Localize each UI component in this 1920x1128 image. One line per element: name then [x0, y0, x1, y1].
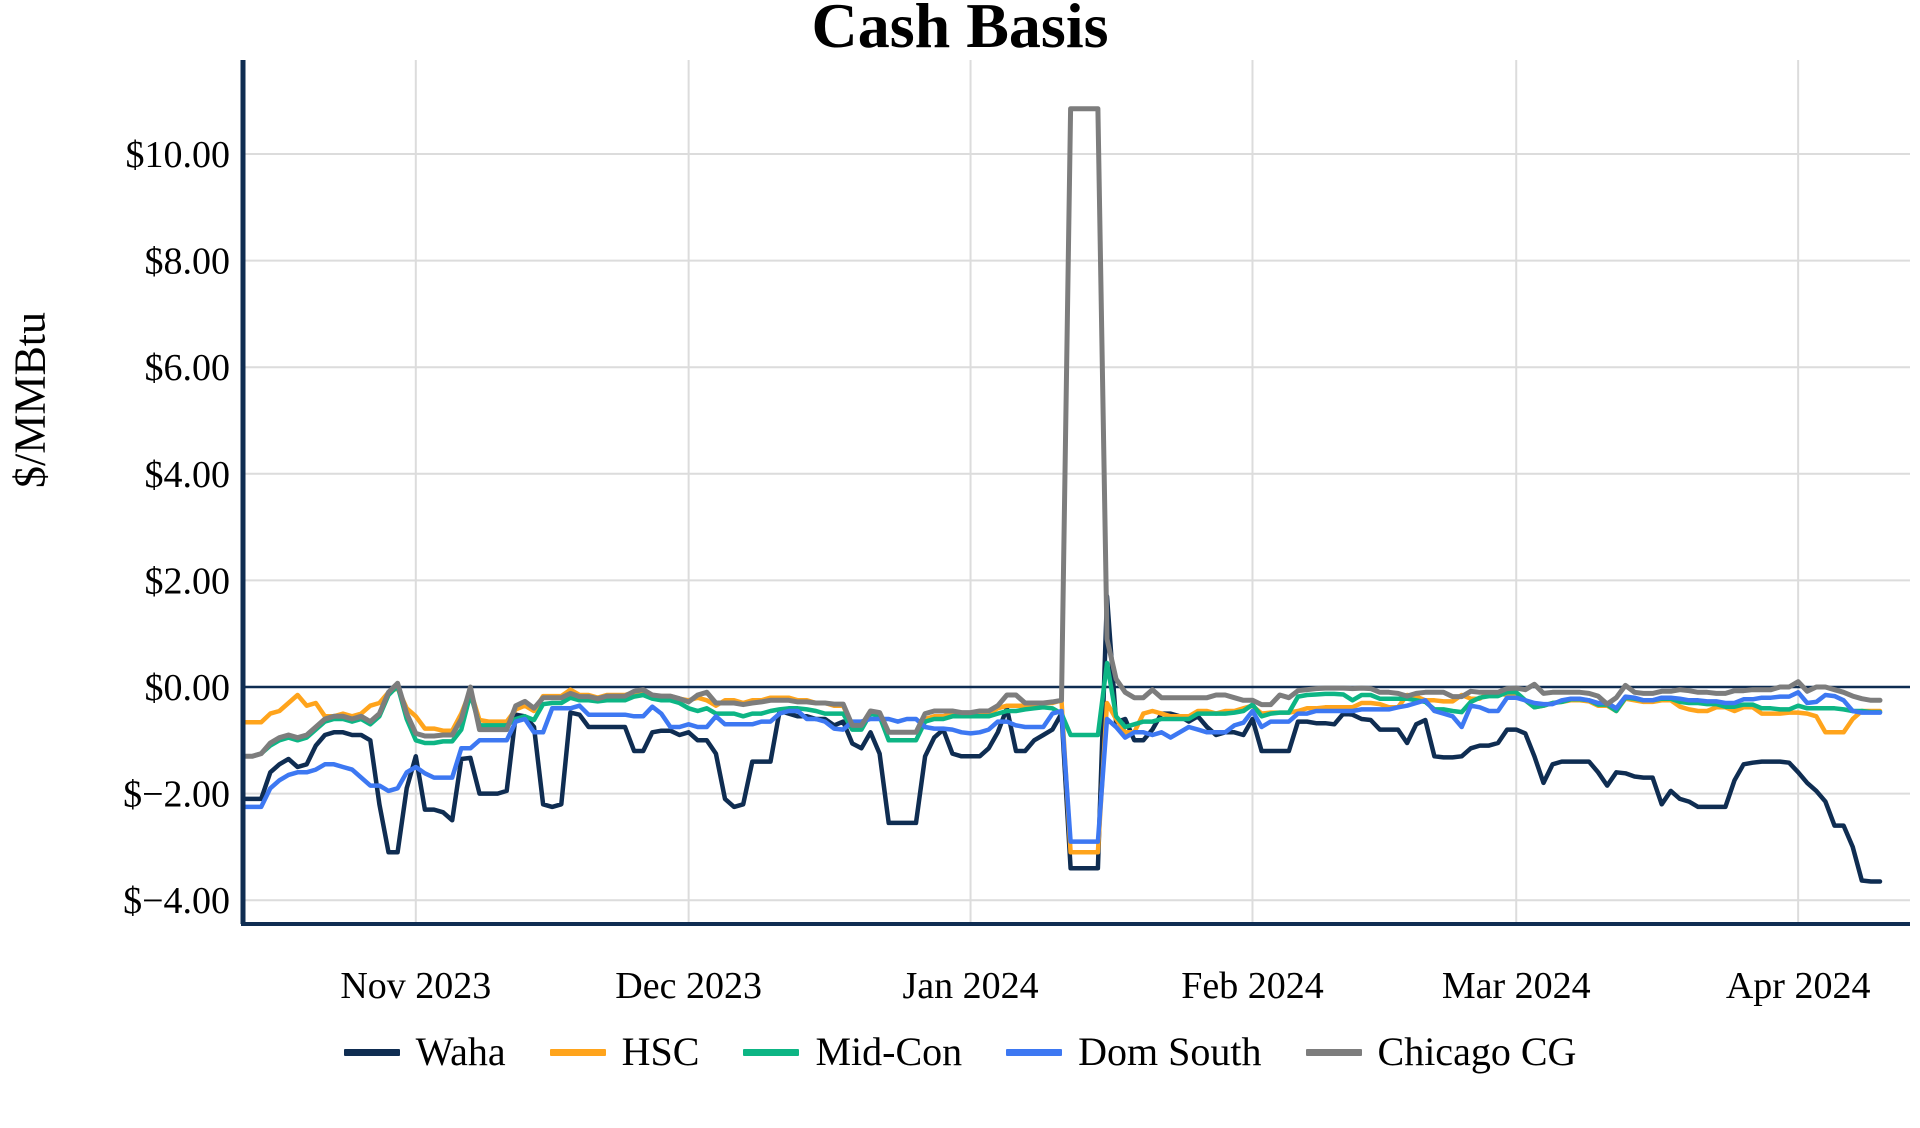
legend-item-hsc: HSC: [549, 1029, 700, 1074]
x-tick-label: Nov 2023: [340, 965, 491, 1007]
x-tick-label: Mar 2024: [1442, 965, 1591, 1007]
legend-label: Mid-Con: [815, 1029, 963, 1074]
legend-label: Waha: [415, 1029, 506, 1074]
y-tick-label: $8.00: [145, 241, 231, 283]
legend-item-dom-south: Dom South: [1006, 1029, 1262, 1074]
y-tick-label: $10.00: [126, 134, 231, 176]
series-chicago-cg: [240, 106, 1883, 759]
legend-swatch-icon: [1305, 1048, 1362, 1056]
series-dom-south: [240, 690, 1883, 844]
x-tick-label: Apr 2024: [1726, 965, 1871, 1007]
legend: Waha HSC Mid-Con Dom South Chicago CG: [0, 1032, 1920, 1072]
legend-item-chicago-cg: Chicago CG: [1305, 1029, 1577, 1074]
y-tick-label: $0.00: [145, 667, 231, 709]
chart-title: Cash Basis: [811, 0, 1109, 61]
legend-item-waha: Waha: [343, 1029, 506, 1074]
x-tick-label: Feb 2024: [1181, 965, 1324, 1007]
legend-label: Chicago CG: [1377, 1029, 1577, 1074]
y-tick-label: $−4.00: [123, 880, 230, 922]
legend-label: HSC: [621, 1029, 700, 1074]
y-tick-label: $6.00: [145, 347, 231, 389]
legend-swatch-icon: [743, 1048, 800, 1056]
y-tick-label: $2.00: [145, 560, 231, 602]
legend-swatch-icon: [343, 1048, 400, 1056]
legend-swatch-icon: [549, 1048, 606, 1056]
legend-swatch-icon: [1006, 1048, 1063, 1056]
x-tick-label: Jan 2024: [902, 965, 1038, 1007]
y-tick-label: $4.00: [145, 454, 231, 496]
legend-label: Dom South: [1078, 1029, 1262, 1074]
legend-item-mid-con: Mid-Con: [743, 1032, 962, 1072]
x-tick-label: Dec 2023: [615, 965, 762, 1007]
y-tick-label: $−2.00: [123, 774, 230, 816]
